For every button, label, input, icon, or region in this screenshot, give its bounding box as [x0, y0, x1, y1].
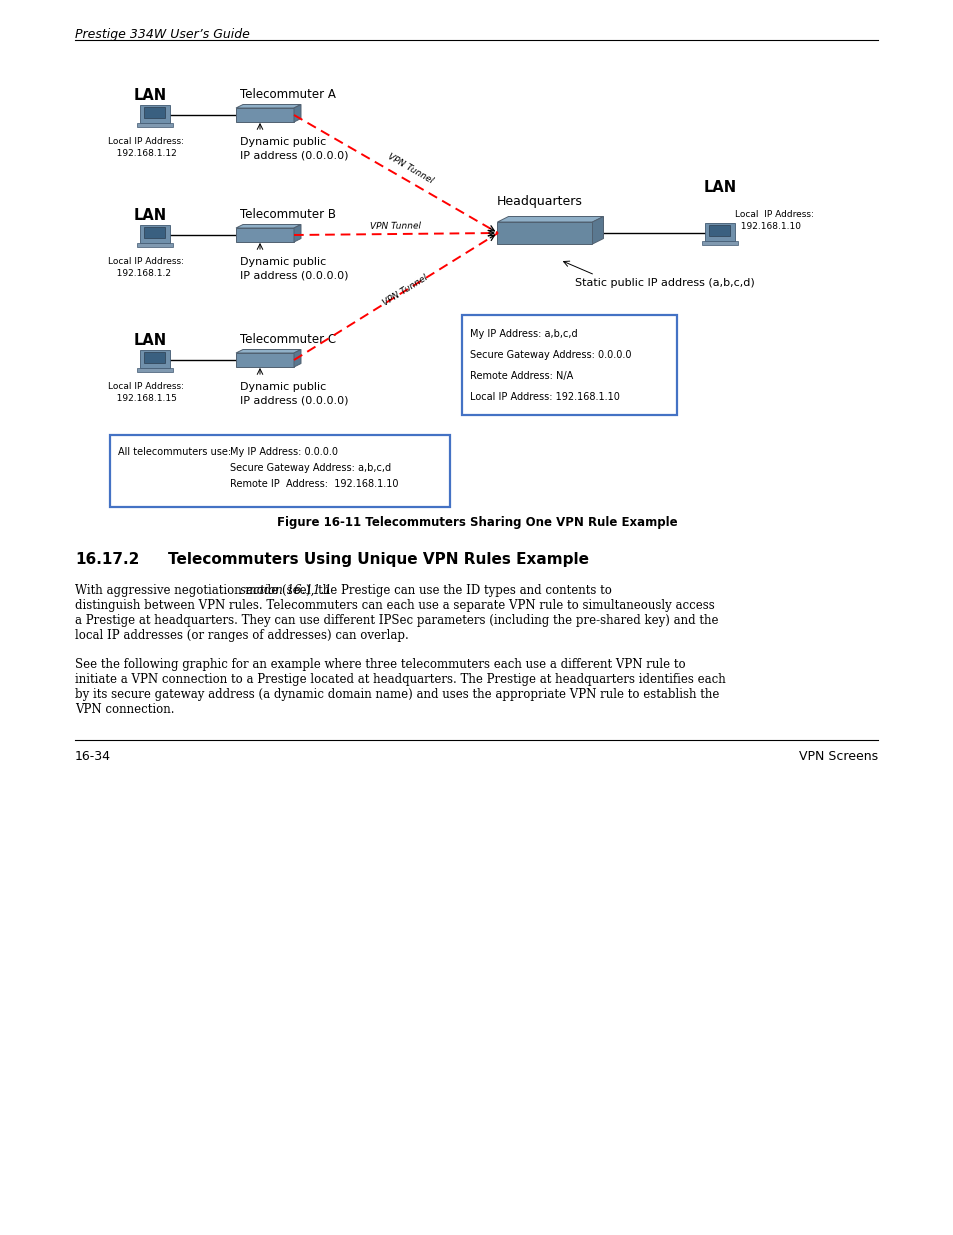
- Text: local IP addresses (or ranges of addresses) can overlap.: local IP addresses (or ranges of address…: [75, 629, 408, 642]
- Polygon shape: [294, 350, 301, 367]
- Text: Static public IP address (a,b,c,d): Static public IP address (a,b,c,d): [575, 278, 754, 288]
- Text: My IP Address: 0.0.0.0: My IP Address: 0.0.0.0: [230, 447, 337, 457]
- Text: LAN: LAN: [702, 180, 736, 195]
- Text: Prestige 334W User’s Guide: Prestige 334W User’s Guide: [75, 28, 250, 41]
- Text: initiate a VPN connection to a Prestige located at headquarters. The Prestige at: initiate a VPN connection to a Prestige …: [75, 673, 725, 685]
- Text: Secure Gateway Address: 0.0.0.0: Secure Gateway Address: 0.0.0.0: [470, 350, 631, 359]
- FancyBboxPatch shape: [140, 105, 170, 122]
- FancyBboxPatch shape: [461, 315, 677, 415]
- Text: a Prestige at headquarters. They can use different IPSec parameters (including t: a Prestige at headquarters. They can use…: [75, 614, 718, 627]
- Text: Local  IP Address:
  192.168.1.10: Local IP Address: 192.168.1.10: [734, 210, 813, 231]
- Text: All telecommuters use:: All telecommuters use:: [118, 447, 231, 457]
- Polygon shape: [592, 216, 603, 245]
- Polygon shape: [497, 222, 592, 245]
- FancyBboxPatch shape: [144, 106, 165, 119]
- Text: ), the Prestige can use the ID types and contents to: ), the Prestige can use the ID types and…: [305, 584, 611, 597]
- Text: Telecommuter C: Telecommuter C: [240, 333, 335, 346]
- Text: by its secure gateway address (a dynamic domain name) and uses the appropriate V: by its secure gateway address (a dynamic…: [75, 688, 719, 701]
- FancyBboxPatch shape: [110, 435, 450, 508]
- Text: 16-34: 16-34: [75, 750, 111, 763]
- Polygon shape: [235, 105, 301, 107]
- Text: VPN Tunnel: VPN Tunnel: [381, 273, 429, 308]
- Text: Telecommuter B: Telecommuter B: [240, 207, 335, 221]
- Text: Telecommuters Using Unique VPN Rules Example: Telecommuters Using Unique VPN Rules Exa…: [168, 552, 588, 567]
- Text: 16.17.2: 16.17.2: [75, 552, 139, 567]
- Text: Dynamic public
IP address (0.0.0.0): Dynamic public IP address (0.0.0.0): [240, 257, 348, 280]
- Text: Remote IP  Address:  192.168.1.10: Remote IP Address: 192.168.1.10: [230, 479, 398, 489]
- Text: LAN: LAN: [133, 207, 167, 224]
- Text: VPN connection.: VPN connection.: [75, 703, 174, 716]
- Polygon shape: [294, 225, 301, 242]
- FancyBboxPatch shape: [140, 350, 170, 368]
- Polygon shape: [294, 105, 301, 122]
- Text: LAN: LAN: [133, 88, 167, 103]
- Polygon shape: [497, 216, 603, 222]
- FancyBboxPatch shape: [704, 222, 734, 241]
- Polygon shape: [235, 228, 294, 242]
- Polygon shape: [235, 107, 294, 122]
- FancyBboxPatch shape: [137, 368, 172, 372]
- FancyBboxPatch shape: [137, 243, 172, 247]
- Text: Local IP Address:
   192.168.1.12: Local IP Address: 192.168.1.12: [108, 137, 184, 158]
- Text: VPN Tunnel: VPN Tunnel: [386, 152, 435, 185]
- FancyBboxPatch shape: [709, 225, 730, 236]
- FancyBboxPatch shape: [701, 241, 738, 245]
- Text: VPN Screens: VPN Screens: [798, 750, 877, 763]
- Text: Dynamic public
IP address (0.0.0.0): Dynamic public IP address (0.0.0.0): [240, 382, 348, 405]
- Text: Remote Address: N/A: Remote Address: N/A: [470, 370, 573, 382]
- Polygon shape: [235, 353, 294, 367]
- Text: Figure 16-11 Telecommuters Sharing One VPN Rule Example: Figure 16-11 Telecommuters Sharing One V…: [276, 516, 677, 529]
- Text: Headquarters: Headquarters: [497, 195, 582, 207]
- Text: LAN: LAN: [133, 333, 167, 348]
- Text: Local IP Address: 192.168.1.10: Local IP Address: 192.168.1.10: [470, 391, 619, 403]
- Polygon shape: [235, 225, 301, 228]
- FancyBboxPatch shape: [144, 227, 165, 238]
- FancyBboxPatch shape: [137, 124, 172, 127]
- Text: My IP Address: a,b,c,d: My IP Address: a,b,c,d: [470, 329, 577, 338]
- Text: distinguish between VPN rules. Telecommuters can each use a separate VPN rule to: distinguish between VPN rules. Telecommu…: [75, 599, 714, 613]
- Polygon shape: [235, 350, 301, 353]
- Text: VPN Tunnel: VPN Tunnel: [370, 222, 421, 231]
- Text: See the following graphic for an example where three telecommuters each use a di: See the following graphic for an example…: [75, 658, 685, 671]
- Text: Local IP Address:
   192.168.1.2: Local IP Address: 192.168.1.2: [108, 257, 184, 278]
- Text: Local IP Address:
   192.168.1.15: Local IP Address: 192.168.1.15: [108, 382, 184, 403]
- Text: section 16.11.1: section 16.11.1: [240, 584, 332, 597]
- Text: Secure Gateway Address: a,b,c,d: Secure Gateway Address: a,b,c,d: [230, 463, 391, 473]
- Text: Dynamic public
IP address (0.0.0.0): Dynamic public IP address (0.0.0.0): [240, 137, 348, 161]
- Text: With aggressive negotiation mode (see: With aggressive negotiation mode (see: [75, 584, 310, 597]
- Text: Telecommuter A: Telecommuter A: [240, 88, 335, 101]
- FancyBboxPatch shape: [140, 225, 170, 242]
- FancyBboxPatch shape: [144, 352, 165, 363]
